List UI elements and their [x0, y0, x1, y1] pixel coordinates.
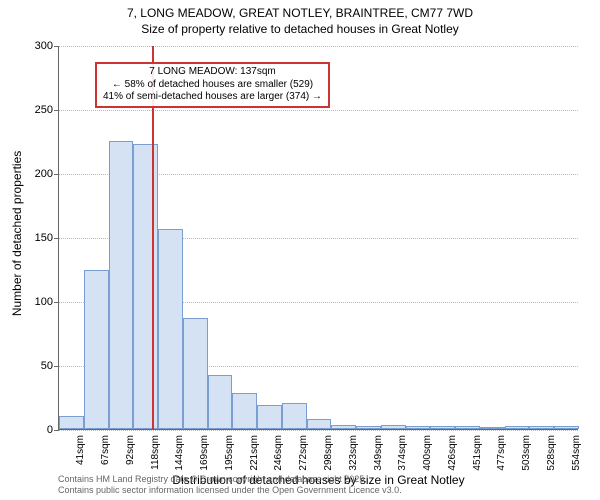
annotation-line1: 7 LONG MEADOW: 137sqm [103, 66, 322, 79]
histogram-bar [158, 229, 183, 429]
xtick-label: 144sqm [174, 435, 185, 471]
histogram-bar [84, 270, 109, 429]
histogram-bar [282, 403, 307, 429]
annotation-line3: 41% of semi-detached houses are larger (… [103, 91, 322, 104]
annotation-box: 7 LONG MEADOW: 137sqm← 58% of detached h… [95, 62, 330, 108]
footer-line2: Contains public sector information licen… [58, 485, 402, 496]
histogram-bar [331, 425, 356, 429]
xtick-label: 67sqm [100, 435, 111, 465]
ytick-label: 200 [9, 168, 59, 180]
histogram-bar [455, 426, 480, 429]
ytick-label: 300 [9, 40, 59, 52]
xtick-label: 374sqm [397, 435, 408, 471]
xtick-label: 400sqm [422, 435, 433, 471]
histogram-bar [133, 144, 158, 429]
xtick-label: 246sqm [273, 435, 284, 471]
xtick-label: 195sqm [224, 435, 235, 471]
xtick-label: 323sqm [348, 435, 359, 471]
histogram-bar [505, 426, 530, 429]
histogram-bar [406, 426, 431, 429]
xtick-label: 426sqm [447, 435, 458, 471]
histogram-bar [257, 405, 282, 429]
chart-title: 7, LONG MEADOW, GREAT NOTLEY, BRAINTREE,… [0, 0, 600, 37]
gridline [59, 110, 578, 111]
xtick-label: 272sqm [298, 435, 309, 471]
chart-area: 05010015020025030041sqm67sqm92sqm118sqm1… [58, 46, 578, 430]
histogram-bar [430, 426, 455, 429]
xtick-label: 503sqm [521, 435, 532, 471]
ytick-label: 0 [9, 424, 59, 436]
ytick-label: 250 [9, 104, 59, 116]
histogram-bar [208, 375, 233, 429]
title-line2: Size of property relative to detached ho… [0, 22, 600, 38]
histogram-bar [109, 141, 134, 429]
footer-line1: Contains HM Land Registry data © Crown c… [58, 474, 402, 485]
histogram-bar [232, 393, 257, 429]
xtick-label: 92sqm [125, 435, 136, 465]
xtick-label: 349sqm [373, 435, 384, 471]
xtick-label: 221sqm [249, 435, 260, 471]
footer-attribution: Contains HM Land Registry data © Crown c… [58, 474, 402, 496]
xtick-label: 169sqm [199, 435, 210, 471]
xtick-label: 451sqm [472, 435, 483, 471]
histogram-bar [59, 416, 84, 429]
ytick-label: 150 [9, 232, 59, 244]
xtick-label: 477sqm [496, 435, 507, 471]
title-line1: 7, LONG MEADOW, GREAT NOTLEY, BRAINTREE,… [0, 6, 600, 22]
histogram-bar [381, 425, 406, 429]
chart-container: 7, LONG MEADOW, GREAT NOTLEY, BRAINTREE,… [0, 0, 600, 500]
histogram-bar [529, 426, 554, 429]
histogram-bar [307, 419, 332, 429]
histogram-bar [356, 426, 381, 429]
xtick-label: 118sqm [150, 435, 161, 470]
xtick-label: 554sqm [571, 435, 582, 471]
ytick-label: 100 [9, 296, 59, 308]
histogram-bar [480, 427, 505, 429]
gridline [59, 46, 578, 47]
histogram-bar [554, 426, 579, 429]
annotation-line2: ← 58% of detached houses are smaller (52… [103, 79, 322, 92]
histogram-bar [183, 318, 208, 429]
xtick-label: 528sqm [546, 435, 557, 471]
xtick-label: 41sqm [75, 435, 86, 465]
xtick-label: 298sqm [323, 435, 334, 471]
gridline [59, 430, 578, 431]
ytick-label: 50 [9, 360, 59, 372]
plot-region: 05010015020025030041sqm67sqm92sqm118sqm1… [59, 46, 578, 429]
